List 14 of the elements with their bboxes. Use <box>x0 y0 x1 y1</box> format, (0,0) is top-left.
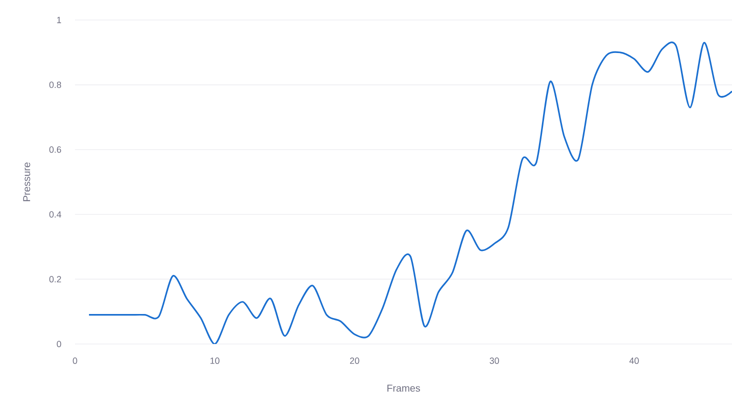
x-tick-label: 20 <box>350 358 360 364</box>
y-tick-label: 1 <box>57 16 62 24</box>
x-tick-label: 40 <box>629 358 639 364</box>
line-series <box>88 42 732 344</box>
x-tick-label: 10 <box>210 358 220 364</box>
y-tick-label: 0.4 <box>49 211 62 218</box>
y-tick-label: 0.6 <box>49 146 62 153</box>
x-tick-label: 30 <box>490 358 500 364</box>
x-tick-label: 0 <box>72 358 78 364</box>
y-tick-label: 0.8 <box>49 82 62 88</box>
x-axis-title: Frames <box>387 384 420 392</box>
y-tick-label: 0 <box>56 340 62 348</box>
y-tick-label: 0.2 <box>49 276 62 282</box>
y-axis-title: Pressure <box>23 162 30 202</box>
